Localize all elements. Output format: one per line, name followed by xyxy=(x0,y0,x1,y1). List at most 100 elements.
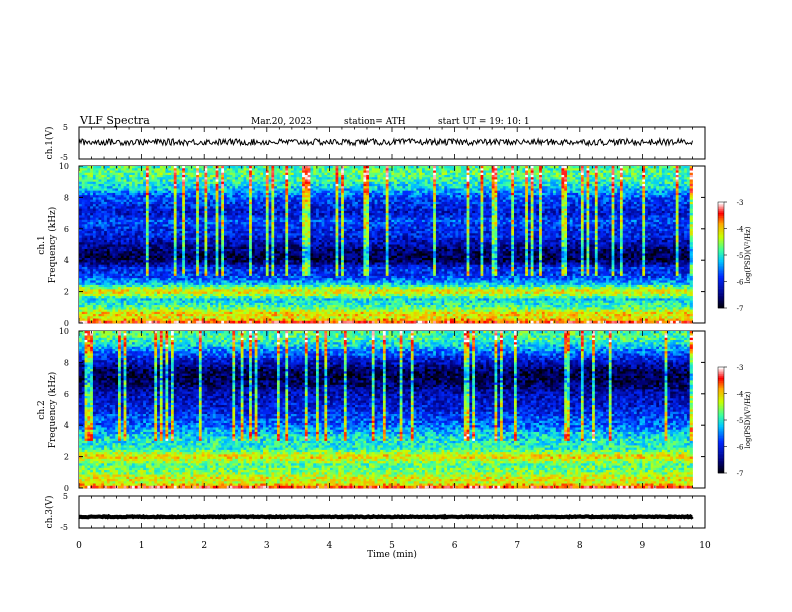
spectrogram-cell xyxy=(171,215,174,218)
spectrogram-cell xyxy=(218,287,221,290)
spectrogram-cell xyxy=(152,193,155,196)
spectrogram-cell xyxy=(96,310,99,313)
spectrogram-cell xyxy=(118,224,121,227)
spectrogram-cell xyxy=(143,278,146,281)
spectrogram-cell xyxy=(202,224,205,227)
spectrogram-cell xyxy=(177,240,180,243)
spectrogram-cell xyxy=(218,271,221,274)
spectrogram-cell xyxy=(85,240,88,243)
spectrogram-cell xyxy=(154,209,157,212)
spectrogram-cell xyxy=(227,168,230,171)
spectrogram-cell xyxy=(221,262,224,265)
spectrogram-cell xyxy=(182,321,185,324)
spectrogram-cell xyxy=(235,184,238,187)
spectrogram-cell xyxy=(124,231,127,234)
spectrogram-cell xyxy=(138,262,141,265)
spectrogram-cell xyxy=(174,319,177,322)
spectrogram-cell xyxy=(93,319,96,322)
spectrogram-cell xyxy=(196,256,199,259)
spectrogram-cell xyxy=(174,240,177,243)
spectrogram-cell xyxy=(93,247,96,250)
spectrogram-cell xyxy=(149,240,152,243)
spectrogram-cell xyxy=(235,231,238,234)
spectrogram-cell xyxy=(210,271,213,274)
spectrogram-cell xyxy=(193,256,196,259)
spectrogram-cell xyxy=(79,215,82,218)
spectrogram-cell xyxy=(196,224,199,227)
spectrogram-cell xyxy=(99,278,102,281)
spectrogram-cell xyxy=(232,262,235,265)
spectrogram-cell xyxy=(224,177,227,180)
spectrogram-cell xyxy=(99,193,102,196)
spectrogram-cell xyxy=(79,200,82,203)
spectrogram-cell xyxy=(221,184,224,187)
spectrogram-cell xyxy=(96,215,99,218)
spectrogram-cell xyxy=(171,294,174,297)
spectrogram-cell xyxy=(182,303,185,306)
spectrogram-cell xyxy=(204,231,207,234)
spectrogram-cell xyxy=(110,177,113,180)
spectrogram-cell xyxy=(210,321,213,324)
spectrogram-cell xyxy=(185,240,188,243)
spectrogram-cell xyxy=(221,287,224,290)
spectrogram-cell xyxy=(154,200,157,203)
spectrogram-cell xyxy=(213,247,216,250)
spectrogram-cell xyxy=(204,294,207,297)
spectrogram-cell xyxy=(207,271,210,274)
spectrogram-cell xyxy=(135,278,138,281)
spectrogram-cell xyxy=(241,240,244,243)
spectrogram-cell xyxy=(138,321,141,324)
spectrogram-cell xyxy=(90,262,93,265)
start-time-label: start UT = 19: 10: 1 xyxy=(438,117,530,127)
spectrogram-cell xyxy=(185,215,188,218)
spectrogram-cell xyxy=(90,215,93,218)
spectrogram-cell xyxy=(179,310,182,313)
spectrogram-cell xyxy=(115,240,118,243)
spectrogram-cell xyxy=(216,168,219,171)
spectrogram-cell xyxy=(204,256,207,259)
spectrogram-cell xyxy=(241,193,244,196)
spectrogram-cell xyxy=(143,310,146,313)
spectrogram-cell xyxy=(135,262,138,265)
spectrogram-cell xyxy=(179,168,182,171)
spectrogram-cell xyxy=(196,294,199,297)
spectrogram-cell xyxy=(232,184,235,187)
spectrogram-cell xyxy=(90,278,93,281)
spectrogram-cell xyxy=(213,262,216,265)
spectrogram-cell xyxy=(124,184,127,187)
spectrogram-cell xyxy=(230,177,233,180)
spectrogram-cell xyxy=(121,321,124,324)
spectrogram-cell xyxy=(132,310,135,313)
spectrogram-cell xyxy=(191,319,194,322)
spectrogram-cell xyxy=(90,168,93,171)
spectrogram-cell xyxy=(196,303,199,306)
spectrogram-cell xyxy=(224,193,227,196)
spectrogram-cell xyxy=(132,247,135,250)
spectrogram-cell xyxy=(101,310,104,313)
spectrogram-cell xyxy=(191,303,194,306)
spectrogram-cell xyxy=(230,184,233,187)
spectrogram-cell xyxy=(154,177,157,180)
spectrogram-cell xyxy=(149,209,152,212)
spectrogram-cell xyxy=(107,215,110,218)
spectrogram-cell xyxy=(216,177,219,180)
spectrogram-cell xyxy=(99,209,102,212)
spectrogram-cell xyxy=(87,200,90,203)
spectrogram-cell xyxy=(99,231,102,234)
spectrogram-cell xyxy=(238,287,241,290)
spectrogram-cell xyxy=(241,231,244,234)
spectrogram-cell xyxy=(179,193,182,196)
spectrogram-cell xyxy=(140,224,143,227)
spectrogram-cell xyxy=(140,209,143,212)
spectrogram-cell xyxy=(163,303,166,306)
spectrogram-cell xyxy=(179,294,182,297)
spectrogram-cell xyxy=(230,278,233,281)
spectrogram-cell xyxy=(121,200,124,203)
spectrogram-cell xyxy=(171,177,174,180)
spectrogram-cell xyxy=(138,184,141,187)
spectrogram-cell xyxy=(177,177,180,180)
spectrogram-cell xyxy=(216,256,219,259)
spectrogram-cell xyxy=(188,184,191,187)
spectrogram-cell xyxy=(224,209,227,212)
spectrogram-cell xyxy=(121,271,124,274)
